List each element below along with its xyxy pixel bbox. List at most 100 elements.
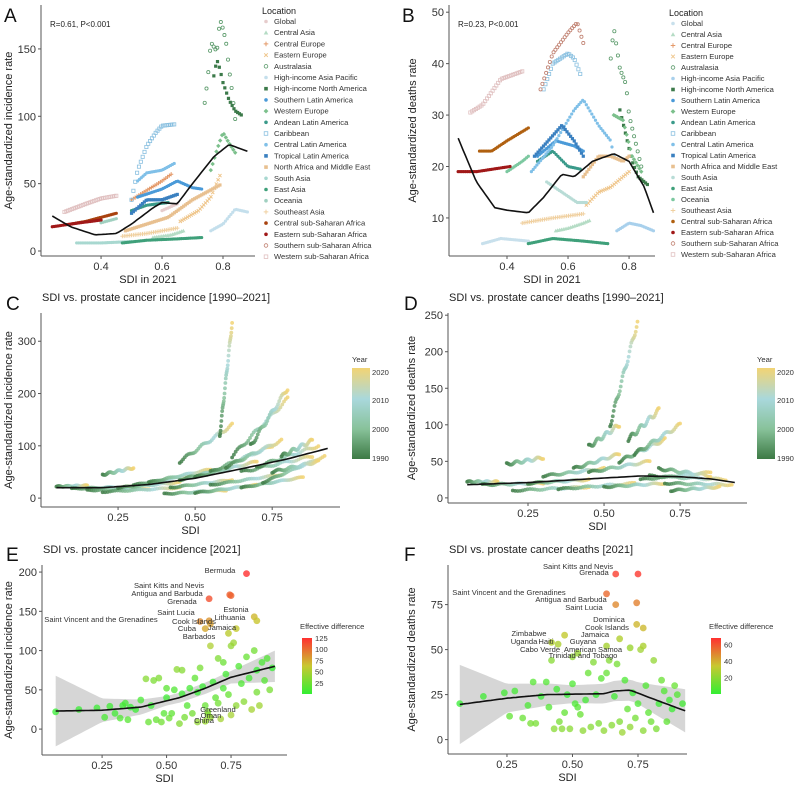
data-point xyxy=(545,140,549,144)
series xyxy=(178,173,222,224)
y-tick-label: 50 xyxy=(25,685,37,697)
data-point xyxy=(165,216,169,220)
data-point xyxy=(651,229,656,233)
data-point xyxy=(153,198,157,202)
country-label: Oman xyxy=(201,711,222,720)
data-point xyxy=(574,142,578,146)
colorbar-tick: 2000 xyxy=(777,425,794,434)
data-point xyxy=(220,25,225,30)
legend-marker xyxy=(264,75,268,80)
legend-marker xyxy=(671,142,675,147)
country-point xyxy=(566,725,574,733)
data-point xyxy=(209,188,213,192)
x-tick-label: 0.8 xyxy=(215,261,230,273)
data-point xyxy=(254,459,259,464)
country-point xyxy=(608,721,616,729)
data-point xyxy=(203,191,208,195)
data-point xyxy=(635,163,640,168)
legend-item: Oceania xyxy=(671,195,710,204)
data-point xyxy=(628,146,633,152)
x-axis-label: SDI xyxy=(558,772,576,784)
legend-item: Global xyxy=(671,19,703,28)
data-point xyxy=(228,100,232,104)
series xyxy=(208,131,238,173)
legend-marker xyxy=(264,154,268,158)
data-point xyxy=(198,194,202,198)
country-label: Greenland xyxy=(200,705,235,714)
country-point xyxy=(671,682,679,689)
data-point xyxy=(575,104,579,109)
legend-marker xyxy=(671,164,675,169)
series xyxy=(209,207,249,233)
country-point xyxy=(240,698,248,706)
data-point xyxy=(581,211,586,216)
legend-label: South Asia xyxy=(274,174,311,183)
legend-marker xyxy=(263,41,269,47)
labeled-country-point xyxy=(196,618,204,625)
legend-item: Central Asia xyxy=(670,30,723,39)
data-point xyxy=(571,109,576,113)
country-trajectory xyxy=(571,452,622,470)
data-point xyxy=(232,150,238,155)
data-point xyxy=(552,132,556,136)
country-trajectory xyxy=(224,437,284,470)
data-point xyxy=(322,453,327,458)
data-point xyxy=(138,159,143,164)
country-point xyxy=(645,709,652,716)
chart-title: SDI vs. prostate cancer incidence [2021] xyxy=(43,544,241,556)
country-point xyxy=(642,682,650,689)
data-point xyxy=(611,409,616,413)
data-point xyxy=(621,75,626,80)
legend-label: Andean Latin America xyxy=(274,118,349,127)
country-point xyxy=(590,658,597,666)
data-point xyxy=(579,34,584,39)
data-point xyxy=(151,220,155,224)
fit-line xyxy=(457,137,655,214)
data-point xyxy=(618,108,622,112)
data-point xyxy=(219,72,223,77)
data-point xyxy=(234,109,238,113)
chart-title: SDI vs. prostate cancer deaths [1990–202… xyxy=(449,292,664,304)
data-point xyxy=(587,218,592,223)
data-point xyxy=(614,41,619,46)
country-trajectory xyxy=(656,465,713,479)
legend-title: Location xyxy=(262,6,296,16)
data-point xyxy=(221,131,227,137)
series xyxy=(468,69,525,115)
country-point xyxy=(660,687,668,695)
labeled-country-point xyxy=(626,644,634,652)
series xyxy=(505,154,530,174)
legend-marker xyxy=(263,131,269,136)
data-point xyxy=(541,457,546,461)
country-point xyxy=(456,700,464,707)
series xyxy=(529,98,616,174)
data-point xyxy=(554,130,558,134)
country-label: Cook Islands xyxy=(585,623,629,632)
country-point xyxy=(597,675,605,682)
country-point xyxy=(111,709,119,717)
legend-item: Tropical Latin America xyxy=(671,151,757,160)
colorbar-tick: 1990 xyxy=(777,454,794,463)
data-point xyxy=(226,353,231,358)
labeled-country-point xyxy=(204,708,212,716)
country-point xyxy=(679,700,686,707)
data-point xyxy=(544,70,549,75)
data-point xyxy=(599,126,603,131)
data-point xyxy=(131,226,135,231)
data-point xyxy=(310,438,315,442)
y-tick-label: 100 xyxy=(19,646,37,658)
data-point xyxy=(142,223,146,227)
data-point xyxy=(219,424,223,429)
data-point xyxy=(626,139,631,145)
data-point xyxy=(581,175,585,179)
labeled-country-point xyxy=(574,649,582,657)
country-point xyxy=(116,714,124,722)
data-point xyxy=(584,200,588,205)
legend-marker xyxy=(671,153,675,158)
legend-label: Central sub-Saharan Africa xyxy=(681,217,773,226)
country-point xyxy=(170,686,178,694)
x-tick-label: 0.6 xyxy=(154,261,169,273)
legend-item: East Asia xyxy=(671,184,713,193)
data-point xyxy=(612,29,617,34)
